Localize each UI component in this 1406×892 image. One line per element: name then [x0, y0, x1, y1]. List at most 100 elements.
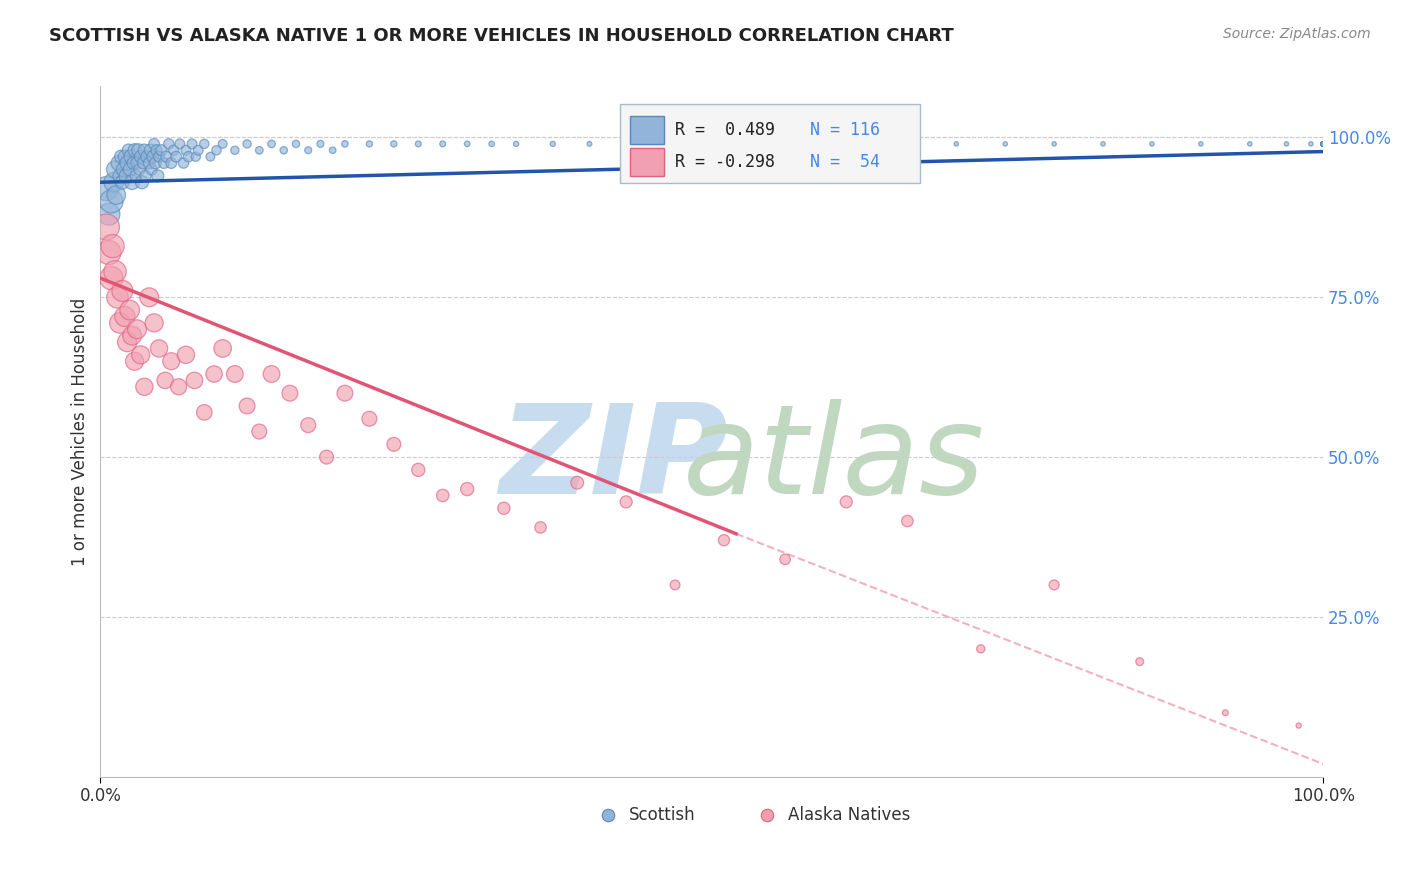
Point: [111, 175, 134, 189]
Point: [749, 136, 772, 151]
Point: [247, 425, 270, 439]
Point: [773, 552, 796, 566]
Point: [117, 156, 139, 170]
Point: [382, 136, 405, 151]
Point: [129, 348, 152, 362]
Point: [145, 156, 167, 170]
Point: [135, 150, 157, 164]
Point: [1312, 136, 1334, 151]
Point: [1043, 578, 1066, 592]
Point: [1299, 136, 1322, 151]
Point: [146, 169, 169, 183]
Point: [970, 641, 993, 656]
Point: [1140, 136, 1163, 151]
Point: [260, 136, 283, 151]
Point: [614, 136, 637, 151]
Point: [127, 143, 149, 157]
Point: [578, 136, 600, 151]
Point: [1312, 136, 1334, 151]
Point: [129, 150, 152, 164]
Point: [143, 136, 166, 151]
Point: [529, 520, 551, 534]
Point: [135, 169, 157, 183]
Point: [1312, 136, 1334, 151]
Point: [107, 290, 129, 304]
Point: [103, 175, 125, 189]
Point: [174, 348, 197, 362]
Point: [297, 418, 319, 433]
Point: [1189, 136, 1212, 151]
Point: [492, 501, 515, 516]
Point: [236, 136, 259, 151]
Point: [193, 405, 215, 419]
Point: [202, 367, 225, 381]
Point: [101, 239, 124, 253]
Point: [1312, 136, 1334, 151]
Point: [260, 367, 283, 381]
Point: [1312, 136, 1334, 151]
Point: [173, 156, 195, 170]
Point: [406, 136, 429, 151]
Point: [505, 136, 527, 151]
Point: [148, 342, 170, 356]
Point: [1312, 136, 1334, 151]
Point: [359, 136, 381, 151]
Point: [1312, 136, 1334, 151]
Point: [121, 328, 143, 343]
Text: Alaska Natives: Alaska Natives: [787, 805, 910, 823]
Point: [96, 219, 118, 234]
Point: [456, 482, 478, 496]
Point: [118, 303, 141, 318]
Point: [138, 156, 160, 170]
Point: [1312, 136, 1334, 151]
Point: [1129, 655, 1152, 669]
Point: [700, 136, 723, 151]
Point: [145, 143, 167, 157]
Point: [481, 136, 503, 151]
Point: [205, 143, 228, 157]
Point: [125, 322, 148, 336]
Point: [111, 284, 134, 298]
Text: Scottish: Scottish: [628, 805, 695, 823]
Point: [157, 136, 180, 151]
Point: [184, 150, 207, 164]
Point: [1213, 706, 1236, 720]
Point: [110, 150, 132, 164]
Point: [382, 437, 405, 451]
Point: [115, 169, 138, 183]
Point: [160, 156, 183, 170]
FancyBboxPatch shape: [630, 148, 664, 176]
Point: [224, 143, 246, 157]
Point: [114, 150, 136, 164]
Point: [141, 162, 163, 177]
Point: [107, 156, 129, 170]
Point: [211, 136, 233, 151]
Point: [315, 450, 337, 464]
Point: [1043, 136, 1066, 151]
Point: [596, 805, 619, 819]
Point: [143, 316, 166, 330]
Point: [755, 805, 778, 819]
Point: [567, 475, 589, 490]
Point: [169, 136, 191, 151]
Point: [153, 373, 176, 387]
Point: [1312, 136, 1334, 151]
Point: [138, 290, 160, 304]
Point: [97, 207, 120, 221]
Point: [132, 156, 155, 170]
Point: [1239, 136, 1261, 151]
Point: [114, 310, 136, 324]
Point: [945, 136, 967, 151]
Point: [200, 150, 222, 164]
Point: [614, 495, 637, 509]
Point: [125, 156, 148, 170]
Point: [994, 136, 1017, 151]
Text: SCOTTISH VS ALASKA NATIVE 1 OR MORE VEHICLES IN HOUSEHOLD CORRELATION CHART: SCOTTISH VS ALASKA NATIVE 1 OR MORE VEHI…: [49, 27, 953, 45]
Point: [183, 373, 205, 387]
Point: [112, 162, 135, 177]
Point: [97, 245, 120, 260]
Point: [273, 143, 295, 157]
Y-axis label: 1 or more Vehicles in Household: 1 or more Vehicles in Household: [72, 297, 89, 566]
Point: [117, 334, 139, 349]
Point: [1312, 136, 1334, 151]
